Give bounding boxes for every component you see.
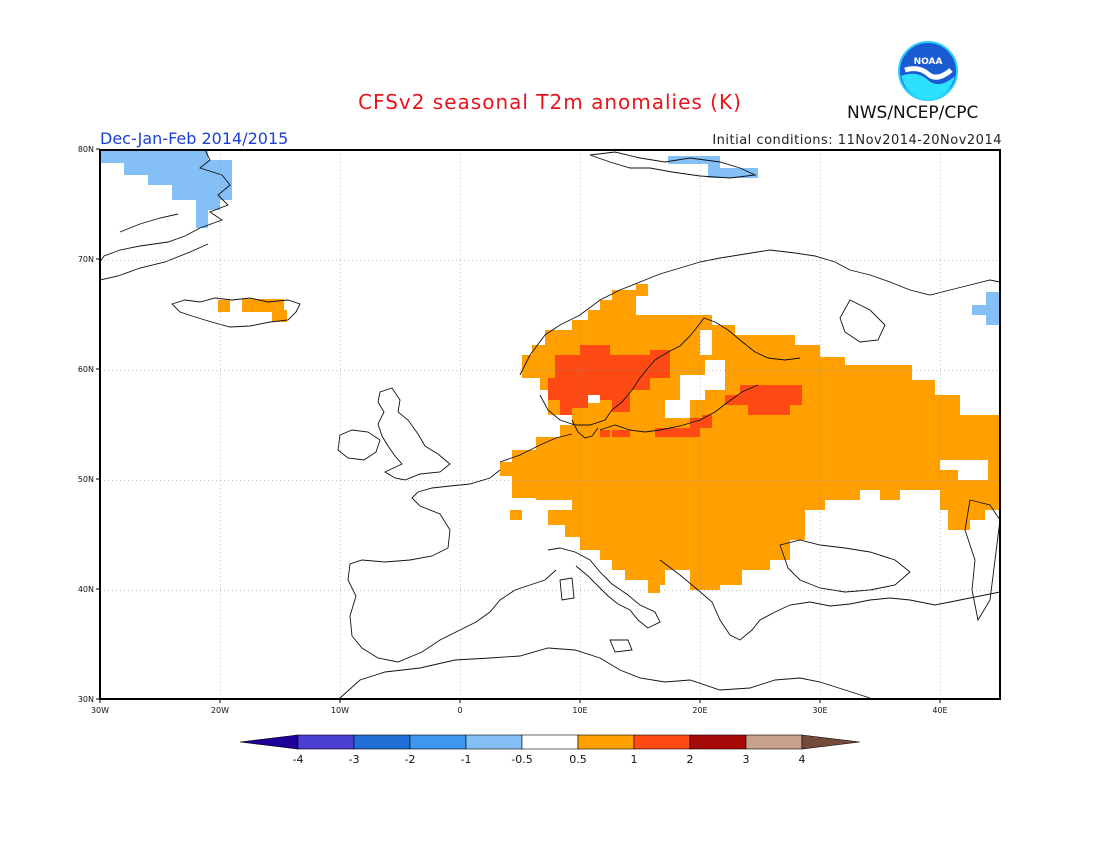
colorbar-label: -4 bbox=[293, 753, 304, 766]
lat-tick-label: 80N bbox=[78, 145, 94, 154]
lon-tick-label: 40E bbox=[932, 706, 947, 715]
colorbar-label: -0.5 bbox=[511, 753, 532, 766]
lon-tick-label: 20W bbox=[211, 706, 229, 715]
colorbar-swatch bbox=[465, 734, 523, 750]
agency-label: NWS/NCEP/CPC bbox=[847, 103, 979, 123]
plot-area bbox=[100, 150, 1000, 699]
colorbar-label: 0.5 bbox=[569, 753, 587, 766]
colorbar-label: -1 bbox=[461, 753, 472, 766]
colorbar-swatch bbox=[577, 734, 635, 750]
graticule bbox=[100, 150, 1000, 699]
noaa-logo: NOAA bbox=[898, 41, 958, 101]
lon-tick-label: 30E bbox=[812, 706, 827, 715]
lon-tick-label: 10W bbox=[331, 706, 349, 715]
colorbar-swatch bbox=[297, 734, 355, 750]
colorbar-swatch bbox=[745, 734, 803, 750]
colorbar: -4 -3 -2 -1 -0.5 0.5 1 2 3 4 bbox=[239, 734, 861, 766]
colorbar-swatch bbox=[521, 734, 579, 750]
lon-tick-label: 20E bbox=[692, 706, 707, 715]
colorbar-label: -2 bbox=[405, 753, 416, 766]
colorbar-swatch bbox=[689, 734, 747, 750]
map-frame bbox=[99, 149, 1001, 700]
lon-tick-label: 10E bbox=[572, 706, 587, 715]
map-axes: 30W 20W 10W 0 10E 20E 30E 40E 30N 40N 50N 60N 70N 80N bbox=[78, 145, 948, 715]
lat-tick-label: 70N bbox=[78, 255, 94, 264]
lat-tick-label: 30N bbox=[78, 695, 94, 704]
colorbar-label: -3 bbox=[349, 753, 360, 766]
lat-tick-label: 60N bbox=[78, 365, 94, 374]
lon-tick-label: 0 bbox=[457, 706, 462, 715]
lat-tick-label: 40N bbox=[78, 585, 94, 594]
noaa-logo-text: NOAA bbox=[914, 57, 943, 67]
colorbar-swatch bbox=[633, 734, 691, 750]
colorbar-label: 2 bbox=[687, 753, 694, 766]
initial-conditions: Initial conditions: 11Nov2014-20Nov2014 bbox=[712, 133, 1002, 148]
colorbar-min-triangle bbox=[239, 734, 299, 750]
map-title: CFSv2 seasonal T2m anomalies (K) bbox=[358, 90, 742, 114]
colorbar-swatch bbox=[353, 734, 411, 750]
colorbar-label: 1 bbox=[631, 753, 638, 766]
lon-tick-label: 30W bbox=[91, 706, 109, 715]
colorbar-label: 3 bbox=[743, 753, 750, 766]
colorbar-max-triangle bbox=[801, 734, 861, 750]
forecast-period: Dec-Jan-Feb 2014/2015 bbox=[100, 129, 289, 148]
colorbar-label: 4 bbox=[799, 753, 806, 766]
colorbar-swatch bbox=[409, 734, 467, 750]
lat-tick-label: 50N bbox=[78, 475, 94, 484]
